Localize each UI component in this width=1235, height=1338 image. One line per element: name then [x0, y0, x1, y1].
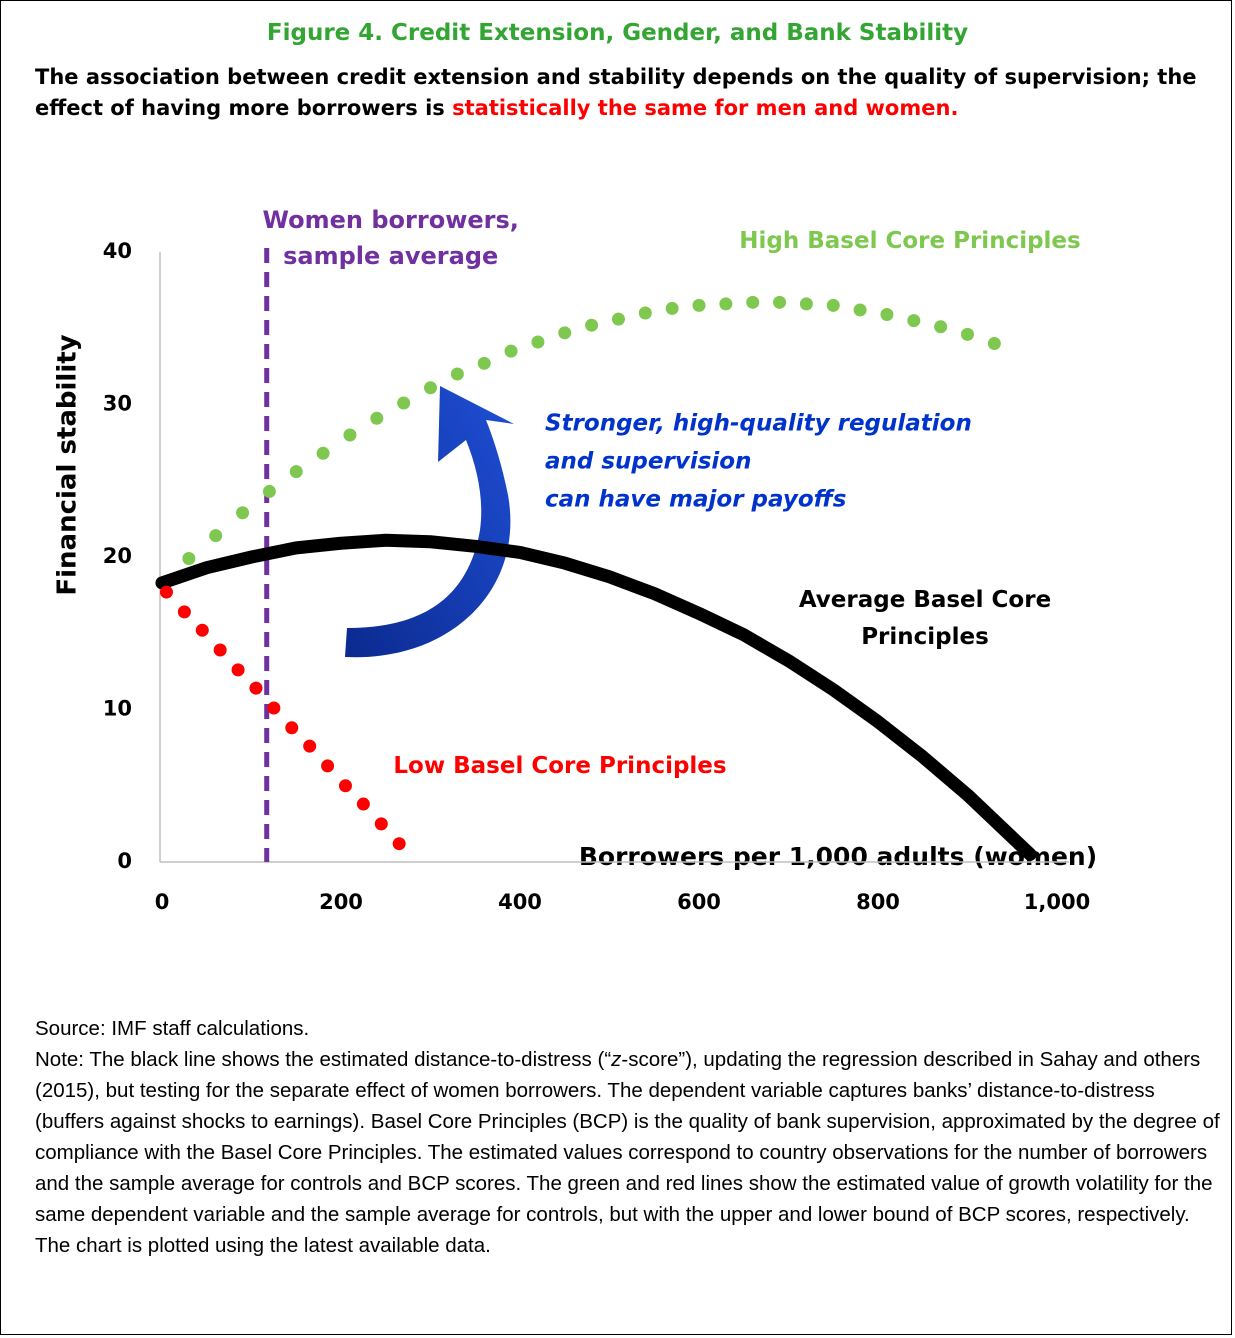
- x-tick-label: 0: [155, 890, 170, 914]
- series-label: High Basel Core Principles: [739, 228, 1081, 254]
- note-italic: z: [611, 1048, 622, 1071]
- note-text: -score”), updating the regression descri…: [35, 1048, 1220, 1257]
- note: Note: The black line shows the estimated…: [35, 1044, 1220, 1261]
- x-tick-label: 400: [498, 890, 542, 914]
- reference-label: sample average: [283, 242, 498, 270]
- data-point: [746, 295, 760, 309]
- reference-label: Women borrowers,: [263, 206, 519, 234]
- y-tick-label: 30: [103, 392, 132, 416]
- annotation: Stronger, high-quality regulation: [545, 411, 972, 437]
- y-tick-label: 10: [103, 697, 132, 721]
- chart: Financial stability Borrowers per 1,000 …: [53, 206, 1098, 914]
- data-point: [356, 797, 370, 811]
- x-tick-label: 800: [856, 890, 900, 914]
- x-tick-label: 1,000: [1024, 890, 1090, 914]
- x-tick-label: 600: [677, 890, 721, 914]
- data-point: [213, 643, 227, 657]
- data-point: [987, 337, 1001, 350]
- y-tick-label: 20: [103, 544, 132, 568]
- data-point: [343, 428, 357, 442]
- data-point: [316, 446, 330, 460]
- data-point: [638, 306, 652, 320]
- data-point: [182, 552, 196, 566]
- data-point: [289, 465, 303, 479]
- data-point: [611, 312, 625, 326]
- data-point: [370, 411, 384, 425]
- data-point: [262, 484, 276, 498]
- source: Source: IMF staff calculations.: [35, 1017, 310, 1040]
- data-point: [374, 817, 388, 831]
- series-label: Average Basel Core Principles: [798, 587, 1052, 650]
- data-point: [558, 326, 572, 340]
- data-point: [504, 344, 518, 358]
- data-point: [585, 318, 599, 332]
- data-point: [285, 721, 299, 735]
- data-point: [477, 356, 491, 370]
- subtitle: The association between credit extension…: [35, 62, 1215, 124]
- data-point: [209, 529, 223, 543]
- data-point: [773, 295, 787, 309]
- data-point: [338, 779, 352, 793]
- data-point: [195, 623, 209, 637]
- arrow: [345, 386, 514, 658]
- data-point: [719, 297, 733, 311]
- subtitle-text: The association between credit extension…: [35, 65, 1197, 120]
- data-point: [392, 837, 406, 851]
- data-point: [665, 301, 679, 315]
- y-axis-title: Financial stability: [53, 334, 83, 595]
- data-point: [853, 303, 867, 317]
- data-point: [934, 320, 948, 334]
- data-point: [799, 297, 813, 311]
- data-point: [531, 335, 545, 349]
- data-point: [267, 701, 281, 715]
- data-point: [159, 585, 173, 599]
- x-axis-title: Borrowers per 1,000 adults (women): [579, 842, 1097, 871]
- data-point: [231, 663, 245, 677]
- data-point: [692, 298, 706, 312]
- annotation: can have major payoffs: [545, 487, 846, 513]
- series-label: Low Basel Core Principles: [393, 753, 727, 779]
- y-tick-label: 40: [103, 239, 132, 263]
- subtitle-highlight: statistically the same for men and women…: [452, 96, 959, 120]
- data-point: [177, 605, 191, 619]
- data-point: [907, 314, 921, 328]
- x-tick-label: 200: [319, 890, 363, 914]
- data-point: [450, 367, 464, 381]
- line: [155, 533, 1037, 861]
- data-point: [424, 381, 437, 395]
- data-point: [249, 681, 263, 695]
- data-point: [880, 308, 894, 322]
- y-tick-label: 0: [117, 849, 132, 873]
- data-point: [303, 739, 317, 753]
- annotation: and supervision: [545, 449, 751, 475]
- data-point: [321, 759, 335, 773]
- data-point: [826, 298, 840, 312]
- note-text: Note: The black line shows the estimated…: [35, 1048, 612, 1071]
- chart-title: Figure 4. Credit Extension, Gender, and …: [266, 20, 969, 46]
- data-point: [236, 506, 250, 520]
- data-point: [397, 396, 411, 410]
- data-point: [961, 327, 974, 341]
